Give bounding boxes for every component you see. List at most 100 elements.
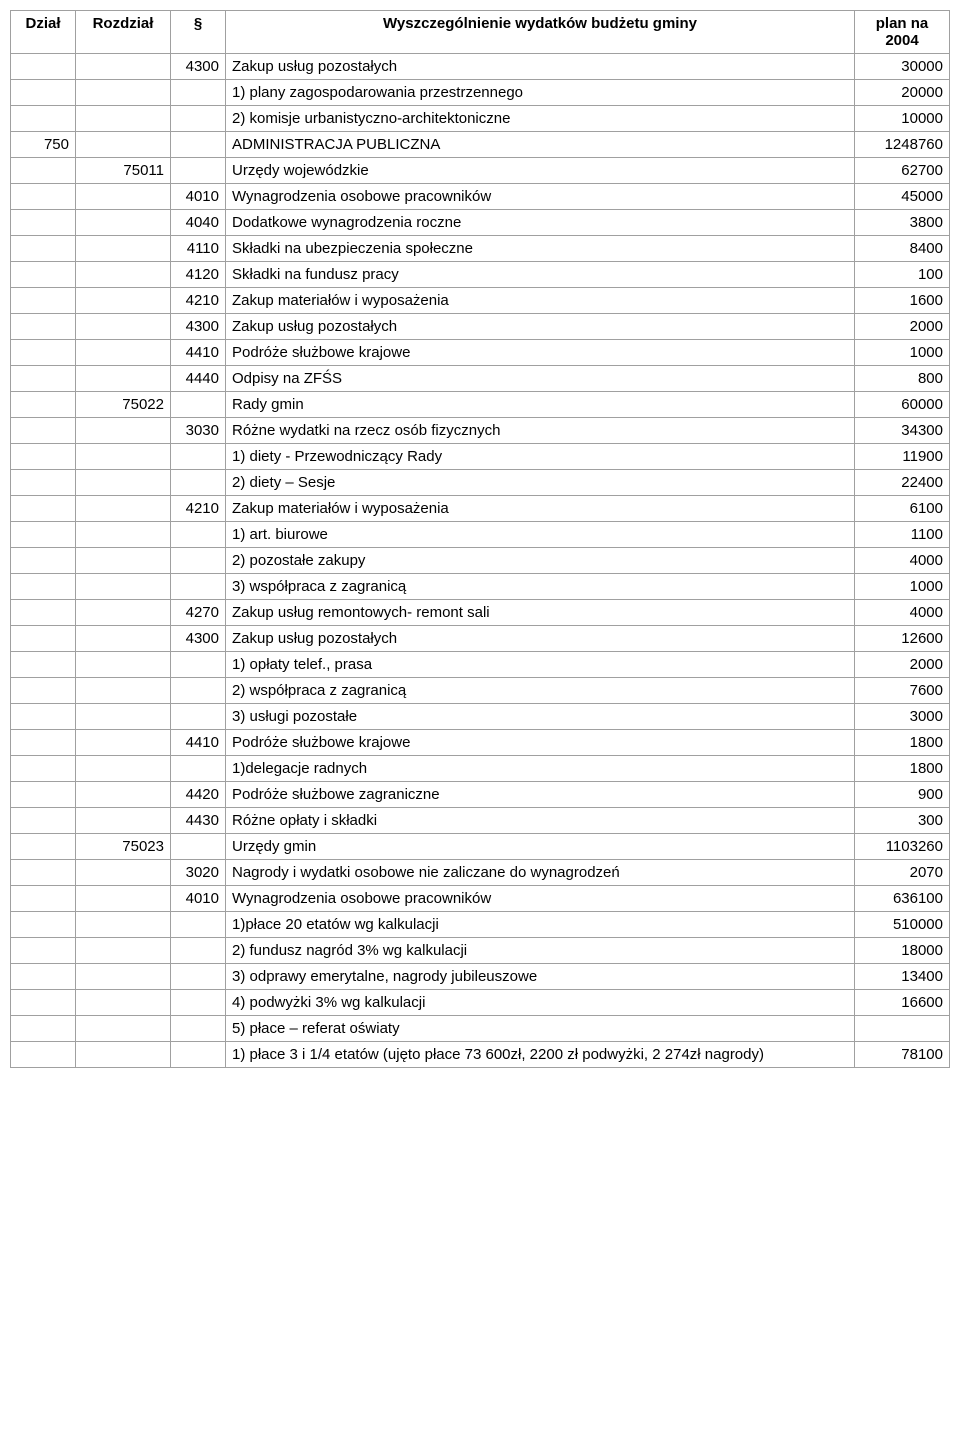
- cell-plan: [855, 1016, 950, 1042]
- cell-dzial: [11, 340, 76, 366]
- cell-plan: 510000: [855, 912, 950, 938]
- cell-desc: Odpisy na ZFŚS: [226, 366, 855, 392]
- cell-paragraf: [171, 470, 226, 496]
- cell-dzial: [11, 730, 76, 756]
- table-row: 3) odprawy emerytalne, nagrody jubileusz…: [11, 964, 950, 990]
- cell-rozdzial: [76, 54, 171, 80]
- cell-desc: 1) diety - Przewodniczący Rady: [226, 444, 855, 470]
- cell-desc: Rady gmin: [226, 392, 855, 418]
- cell-dzial: [11, 496, 76, 522]
- cell-dzial: [11, 704, 76, 730]
- cell-plan: 1100: [855, 522, 950, 548]
- cell-dzial: [11, 366, 76, 392]
- cell-paragraf: 4210: [171, 288, 226, 314]
- col-desc: Wyszczególnienie wydatków budżetu gminy: [226, 11, 855, 54]
- cell-rozdzial: [76, 704, 171, 730]
- cell-dzial: [11, 574, 76, 600]
- cell-dzial: [11, 1016, 76, 1042]
- cell-rozdzial: [76, 678, 171, 704]
- cell-paragraf: 4440: [171, 366, 226, 392]
- cell-paragraf: 4410: [171, 730, 226, 756]
- cell-dzial: [11, 834, 76, 860]
- cell-paragraf: 4270: [171, 600, 226, 626]
- cell-dzial: [11, 756, 76, 782]
- cell-rozdzial: [76, 340, 171, 366]
- cell-paragraf: 4410: [171, 340, 226, 366]
- cell-rozdzial: 75011: [76, 158, 171, 184]
- cell-plan: 22400: [855, 470, 950, 496]
- cell-dzial: [11, 262, 76, 288]
- cell-paragraf: [171, 158, 226, 184]
- cell-dzial: 750: [11, 132, 76, 158]
- table-row: 4440Odpisy na ZFŚS800: [11, 366, 950, 392]
- cell-rozdzial: [76, 808, 171, 834]
- cell-desc: 2) diety – Sesje: [226, 470, 855, 496]
- cell-dzial: [11, 158, 76, 184]
- cell-plan: 1800: [855, 730, 950, 756]
- cell-desc: 2) pozostałe zakupy: [226, 548, 855, 574]
- cell-rozdzial: [76, 522, 171, 548]
- cell-dzial: [11, 522, 76, 548]
- cell-rozdzial: [76, 574, 171, 600]
- cell-desc: 2) fundusz nagród 3% wg kalkulacji: [226, 938, 855, 964]
- table-row: 3) współpraca z zagranicą1000: [11, 574, 950, 600]
- cell-plan: 18000: [855, 938, 950, 964]
- table-row: 3020Nagrody i wydatki osobowe nie zalicz…: [11, 860, 950, 886]
- cell-rozdzial: [76, 600, 171, 626]
- table-row: 2) komisje urbanistyczno-architektoniczn…: [11, 106, 950, 132]
- cell-paragraf: 4120: [171, 262, 226, 288]
- cell-rozdzial: [76, 782, 171, 808]
- cell-dzial: [11, 808, 76, 834]
- table-row: 1) diety - Przewodniczący Rady11900: [11, 444, 950, 470]
- cell-paragraf: 4420: [171, 782, 226, 808]
- cell-desc: Zakup usług pozostałych: [226, 54, 855, 80]
- table-row: 4430Różne opłaty i składki300: [11, 808, 950, 834]
- cell-rozdzial: [76, 80, 171, 106]
- budget-table: Dział Rozdział § Wyszczególnienie wydatk…: [10, 10, 950, 1068]
- col-rozdzial: Rozdział: [76, 11, 171, 54]
- cell-rozdzial: [76, 366, 171, 392]
- cell-desc: Zakup materiałów i wyposażenia: [226, 288, 855, 314]
- cell-rozdzial: [76, 860, 171, 886]
- cell-paragraf: [171, 574, 226, 600]
- cell-paragraf: 4210: [171, 496, 226, 522]
- cell-plan: 4000: [855, 548, 950, 574]
- cell-rozdzial: [76, 626, 171, 652]
- cell-rozdzial: [76, 886, 171, 912]
- cell-rozdzial: [76, 938, 171, 964]
- cell-plan: 10000: [855, 106, 950, 132]
- cell-desc: Urzędy wojewódzkie: [226, 158, 855, 184]
- cell-paragraf: [171, 392, 226, 418]
- cell-desc: Wynagrodzenia osobowe pracowników: [226, 184, 855, 210]
- cell-desc: 3) usługi pozostałe: [226, 704, 855, 730]
- cell-dzial: [11, 964, 76, 990]
- cell-desc: 3) odprawy emerytalne, nagrody jubileusz…: [226, 964, 855, 990]
- cell-plan: 2070: [855, 860, 950, 886]
- cell-paragraf: [171, 912, 226, 938]
- cell-rozdzial: [76, 548, 171, 574]
- cell-paragraf: [171, 1016, 226, 1042]
- table-row: 2) diety – Sesje22400: [11, 470, 950, 496]
- cell-paragraf: [171, 990, 226, 1016]
- cell-plan: 60000: [855, 392, 950, 418]
- cell-dzial: [11, 652, 76, 678]
- table-row: 4420Podróże służbowe zagraniczne900: [11, 782, 950, 808]
- cell-desc: Zakup usług remontowych- remont sali: [226, 600, 855, 626]
- cell-plan: 13400: [855, 964, 950, 990]
- cell-rozdzial: [76, 210, 171, 236]
- cell-plan: 800: [855, 366, 950, 392]
- cell-plan: 1800: [855, 756, 950, 782]
- table-row: 4270Zakup usług remontowych- remont sali…: [11, 600, 950, 626]
- cell-plan: 12600: [855, 626, 950, 652]
- cell-paragraf: 3020: [171, 860, 226, 886]
- cell-dzial: [11, 392, 76, 418]
- cell-rozdzial: [76, 756, 171, 782]
- table-row: 4110Składki na ubezpieczenia społeczne84…: [11, 236, 950, 262]
- cell-desc: Różne opłaty i składki: [226, 808, 855, 834]
- cell-desc: Zakup usług pozostałych: [226, 626, 855, 652]
- cell-dzial: [11, 314, 76, 340]
- table-row: 75023Urzędy gmin1103260: [11, 834, 950, 860]
- table-row: 1) opłaty telef., prasa2000: [11, 652, 950, 678]
- cell-plan: 1103260: [855, 834, 950, 860]
- cell-paragraf: 4010: [171, 886, 226, 912]
